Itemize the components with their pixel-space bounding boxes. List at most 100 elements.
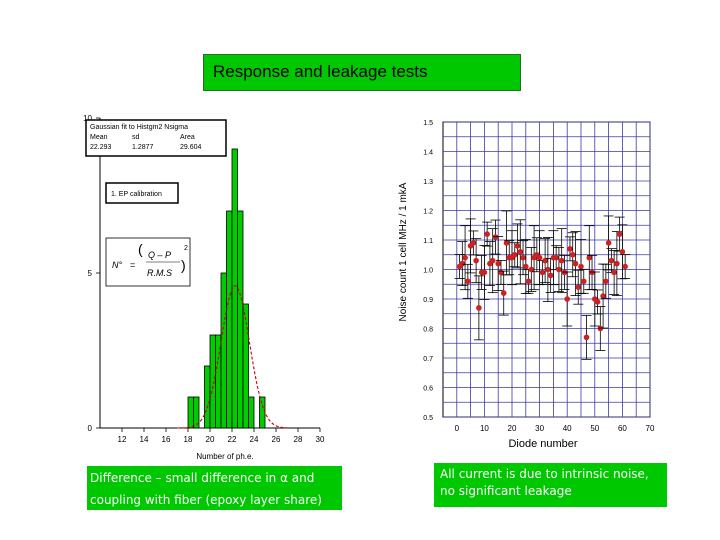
data-point — [514, 243, 521, 249]
calibration-label: 1. EP calibration — [111, 191, 162, 198]
scatter-y-tick-label: 0.8 — [423, 327, 433, 334]
data-point — [622, 263, 628, 270]
data-point — [523, 263, 529, 270]
data-point — [500, 290, 507, 296]
formula-paren-right: ) — [181, 257, 186, 273]
slide-title: Response and leakage tests — [213, 62, 428, 81]
histogram-bar — [226, 210, 233, 429]
data-point — [583, 334, 590, 341]
histogram-bar — [193, 396, 200, 429]
note-difference: Difference – small difference in α and c… — [87, 466, 342, 510]
histogram-bars — [187, 148, 266, 429]
scatter-ticks: 0 10 20 30 40 50 60 70 0.5 0.6 0.7 0.8 0.9 1.0 1.1 1.2 1… — [423, 120, 655, 433]
scatter-y-tick-label: 1.2 — [423, 209, 433, 216]
histogram-bar — [204, 365, 211, 429]
noise-scatter-chart: 0 10 20 30 40 50 60 70 0.5 0.6 0.7 0.8 0.9 1.0 1.1 1.2 1… — [398, 120, 655, 450]
calibration-box: 1. EP calibration — [105, 182, 179, 204]
data-point — [525, 278, 532, 285]
data-point — [558, 257, 565, 264]
data-point — [586, 254, 593, 261]
scatter-y-tick-label: 0.5 — [423, 415, 433, 422]
data-point — [542, 257, 548, 264]
data-point — [520, 254, 526, 261]
formula-denominator: R.M.S — [147, 268, 172, 278]
histogram-x-tick-label: 22 — [228, 435, 237, 444]
histogram-x-tick-label: 20 — [206, 435, 215, 444]
data-point — [614, 260, 620, 267]
histogram-x-tick-label: 14 — [140, 435, 149, 444]
histogram-bar — [237, 210, 244, 429]
data-point — [567, 246, 573, 252]
data-point — [511, 251, 518, 258]
data-point — [465, 278, 471, 285]
histogram-x-tick-label: 26 — [272, 435, 281, 444]
data-point — [459, 260, 466, 267]
scatter-y-axis-label: Noise count 1 cell MHz / 1 mkA — [398, 182, 409, 321]
histogram-x-tick-label: 16 — [162, 435, 171, 444]
histogram-x-axis-label: Number of ph.e. — [196, 452, 253, 461]
stats-header-mean: Mean — [90, 134, 108, 141]
stats-value-area: 29.604 — [180, 144, 202, 151]
scatter-y-tick-label: 0.7 — [423, 356, 433, 363]
stats-box: Gaussian fit to Histgm2 Nsigma Mean sd A… — [85, 119, 227, 157]
data-point — [492, 234, 499, 240]
histogram-y-tick-label: 5 — [88, 269, 93, 278]
data-point — [597, 325, 604, 332]
stats-value-mean: 22.293 — [90, 144, 112, 151]
histogram-x-tick-label: 28 — [294, 435, 303, 444]
histogram-x-tick-label: 30 — [316, 435, 325, 444]
data-point — [561, 269, 568, 276]
note-leakage: All current is due to intrinsic noise, n… — [434, 463, 667, 507]
data-point — [594, 299, 601, 305]
data-point — [498, 269, 504, 276]
scatter-y-tick-label: 0.6 — [423, 386, 433, 393]
scatter-x-tick-label: 10 — [480, 424, 489, 433]
data-point — [569, 251, 576, 258]
formula-lhs: N° — [112, 260, 122, 270]
data-point — [553, 254, 559, 261]
histogram-chart: 12 14 16 18 20 22 24 26 28 30 0 5 10 Number of ph.e.… — [83, 114, 325, 461]
scatter-x-tick-label: 60 — [618, 424, 627, 433]
formula-paren-left-top: ( — [138, 241, 143, 257]
data-point — [616, 231, 623, 237]
scatter-y-tick-label: 0.9 — [423, 297, 433, 304]
scatter-x-axis-label: Diode number — [508, 438, 577, 450]
scatter-x-tick-label: 0 — [455, 424, 460, 433]
formula-equals: = — [130, 260, 135, 270]
scatter-x-tick-label: 20 — [508, 424, 517, 433]
scatter-points — [454, 210, 631, 360]
scatter-x-tick-label: 70 — [646, 424, 655, 433]
data-point — [556, 266, 562, 273]
stats-value-sd: 1.2877 — [132, 144, 154, 151]
data-point — [489, 257, 496, 264]
histogram-bar — [209, 334, 216, 429]
data-point — [539, 269, 546, 276]
data-point — [611, 269, 617, 276]
data-point — [481, 269, 488, 276]
scatter-x-tick-label: 40 — [563, 424, 572, 433]
histogram-x-tick-label: 24 — [250, 435, 259, 444]
formula-numerator: Q – P — [148, 250, 171, 260]
data-point — [547, 272, 554, 279]
formula-box: N° = ( Q – P R.M.S ) 2 — [105, 237, 191, 287]
data-point — [536, 254, 543, 261]
data-point — [473, 257, 479, 264]
scatter-x-tick-label: 50 — [590, 424, 599, 433]
scatter-x-tick-label: 30 — [535, 424, 544, 433]
stats-header-area: Area — [180, 134, 195, 141]
histogram-bar — [187, 396, 194, 429]
scatter-y-tick-label: 1.5 — [423, 120, 433, 127]
data-point — [589, 269, 595, 276]
histogram-bar — [259, 396, 266, 429]
data-point — [495, 260, 501, 267]
histogram-bar — [242, 303, 249, 429]
data-point — [545, 266, 551, 273]
data-point — [575, 284, 582, 290]
data-point — [572, 260, 579, 267]
histogram-bar — [248, 396, 255, 429]
title-box: Response and leakage tests — [203, 54, 521, 91]
histogram-x-tick-label: 18 — [184, 435, 193, 444]
histogram-y-tick-label: 10 — [83, 114, 92, 123]
data-point — [470, 240, 477, 246]
histogram-y-tick-label: 0 — [88, 424, 93, 433]
